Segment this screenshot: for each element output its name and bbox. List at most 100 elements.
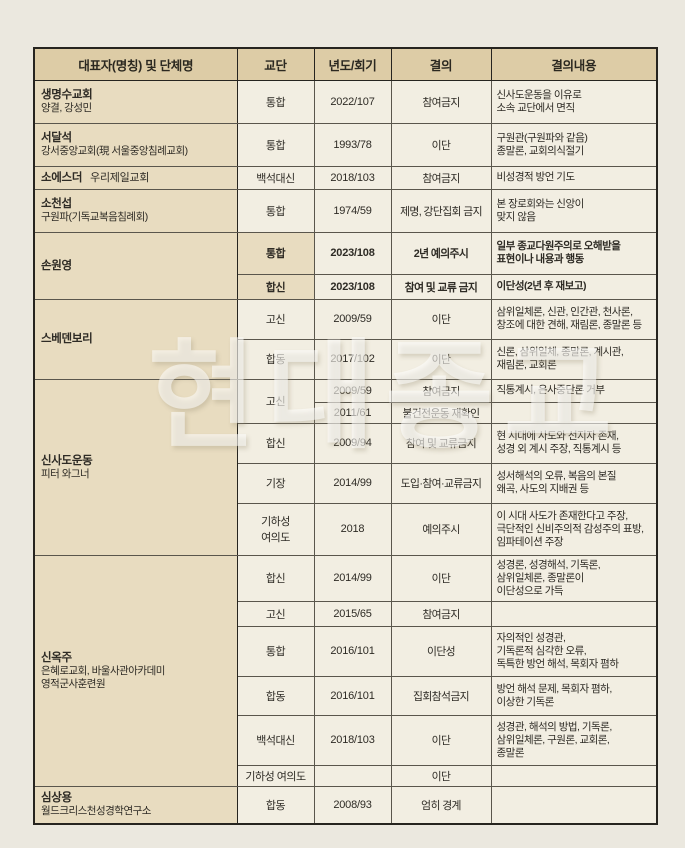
table-row: 합동 2017/102 이단 신론, 삼위일체, 종말론, 계시관, 재림론, 교회론 [34,338,658,380]
column-header: 결의내용 [490,47,658,81]
column-header: 교단 [236,47,315,81]
content-cell: 성경론, 성경해석, 기독론, 삼위일체론, 종말론이 이단성으로 가득 [490,554,658,602]
group-name: 소에스더 [41,171,83,184]
content-cell: 구원관(구원파와 같음) 종말론, 교회의식절기 [490,122,658,167]
table-row: 합신 2023/108 참여 및 교류 금지 이단성(2년 후 재보고) [34,273,658,300]
content-cell: 일부 종교다원주의로 오해받을 표현이나 내용과 행동 [490,231,658,275]
decision-cell: 제명, 강단집회 금지 [390,188,492,233]
group-name: 스베덴보리 [41,333,93,345]
denomination-cell: 합동 [236,338,315,380]
year-cell: 2022/107 [313,79,392,124]
denomination-cell: 고신 [236,298,315,340]
table-row: 고신 2015/65 참여금지 [34,600,658,627]
content-cell: 방언 해석 문제, 목회자 폄하, 이상한 기독론 [490,675,658,716]
year-cell: 1993/78 [313,122,392,167]
decision-cell: 이단 [390,122,492,167]
decision-cell: 2년 예의주시 [390,231,492,275]
group-body: 신사도운동 피터 와그너 고신 2009/59 참여금지 직통계시, 은사중단론 거부 20… [33,378,658,556]
decision-cell: 참여 및 교류금지 [390,422,492,464]
group-subtitle: 피터 와그너 [41,467,90,480]
group-name-cell: 심상용 월드크리스천성경학연구소 [33,785,238,825]
column-header: 대표자(명칭) 및 단체명 [33,47,238,81]
decision-cell: 불건전운동 재확인 [390,401,492,424]
denomination-cell: 백석대신 [236,165,315,190]
table-row: 심상용 월드크리스천성경학연구소 합동 2008/93 엄히 경계 [33,785,658,825]
group-body: 생명수교회 양결, 강성민 통합 2022/107 참여금지 신사도운동을 이유로 소속 … [33,79,658,124]
denomination-cell: 기하성 여의도 [236,502,315,556]
decision-cell: 이단 [390,298,492,340]
group-subtitle: 양결, 강성민 [41,102,92,114]
column-header: 결의 [390,47,492,81]
group-subtitle: 우리제일교회 [90,171,150,184]
decision-cell: 집회참석금지 [390,675,492,716]
group-subtitle: 강서중앙교회(現 서울중앙침례교회) [41,145,188,157]
denomination-cell: 백석대신 [236,714,315,766]
year-cell: 2014/99 [313,462,392,504]
decision-cell: 이단 [390,554,492,602]
decision-cell: 참여금지 [390,600,492,627]
year-cell: 2023/108 [313,231,392,275]
decision-cell: 참여 및 교류 금지 [390,273,492,300]
group-name: 손원영 [41,259,72,272]
content-cell: 신론, 삼위일체, 종말론, 계시관, 재림론, 교회론 [490,338,658,380]
group-subtitle: 구원파(기독교복음침례회) [41,211,148,223]
content-cell: 성서해석의 오류, 복음의 본질 왜곡, 사도의 지배권 등 [490,462,658,504]
table-row: 서달석 강서중앙교회(現 서울중앙침례교회) 통합 1993/78 이단 구원관(구원파와… [33,122,658,167]
group-body: 스베덴보리 고신 2009/59 이단 삼위일체론, 신관, 인간관, 천사론, 창조에… [33,298,658,380]
table-row: 합동 2016/101 집회참석금지 방언 해석 문제, 목회자 폄하, 이상한 기독… [34,675,658,716]
group-name-cell: 신사도운동 피터 와그너 [33,378,238,556]
table-row: 소에스더 우리제일교회 백석대신 2018/103 참여금지 비성경적 방언 기도 [33,165,658,190]
group-body: 서달석 강서중앙교회(現 서울중앙침례교회) 통합 1993/78 이단 구원관(구원파와… [33,122,658,167]
year-cell [313,764,392,787]
content-cell: 현 시대에 사도와 선지자 존재, 성경 외 계시 주장, 직통계시 등 [490,422,658,464]
content-cell [490,764,658,787]
group-name-cell: 소에스더 우리제일교회 [33,165,238,190]
group-name-cell: 서달석 강서중앙교회(現 서울중앙침례교회) [33,122,238,167]
year-cell: 2015/65 [313,600,392,627]
group-subtitle: 월드크리스천성경학연구소 [41,805,151,818]
decision-cell: 예의주시 [390,502,492,556]
decision-cell: 참여금지 [390,378,492,403]
denomination-cell: 기하성 여의도 [236,764,315,787]
decision-cell: 이단 [390,764,492,787]
content-cell: 성경관, 해석의 방법, 기독론, 삼위일체론, 구원론, 교회론, 종말론 [490,714,658,766]
year-cell: 2018 [313,502,392,556]
denomination-cell: 고신 [236,378,315,424]
denomination-cell: 합동 [236,785,315,825]
year-cell: 2023/108 [313,273,392,300]
group-name: 소천섭 [41,198,72,210]
denomination-cell: 고신 [236,600,315,627]
content-cell: 비성경적 방언 기도 [490,165,658,190]
year-cell: 2009/59 [313,298,392,340]
content-cell [490,401,658,424]
group-name: 신옥주 [41,651,72,664]
group-name-cell: 소천섭 구원파(기독교복음침례회) [33,188,238,233]
decision-cell: 도입·참여·교류금지 [390,462,492,504]
denomination-cell: 통합 [236,188,315,233]
decision-cell: 참여금지 [390,79,492,124]
group-body: 손원영 통합 2023/108 2년 예의주시 일부 종교다원주의로 오해받을 표현이나… [33,231,658,300]
content-cell: 신사도운동을 이유로 소속 교단에서 면직 [490,79,658,124]
year-cell: 2018/103 [313,165,392,190]
year-cell: 2009/94 [313,422,392,464]
table-row: 통합 2016/101 이단성 자의적인 성경관, 기독론적 심각한 오류, 독특한 … [34,625,658,677]
denomination-cell: 기장 [236,462,315,504]
group-body: 신옥주 은혜로교회, 바울사관아카데미 영적군사훈련원 합신 2014/99 이단 성경론… [33,554,658,787]
group-name-cell: 스베덴보리 [33,298,238,380]
denomination-cell: 합동 [236,675,315,716]
decision-cell: 이단 [390,338,492,380]
column-header: 년도/회기 [313,47,392,81]
denomination-cell: 통합 [236,122,315,167]
content-cell: 자의적인 성경관, 기독론적 심각한 오류, 독특한 방언 해석, 목회자 폄하 [490,625,658,677]
decision-cell: 이단성 [390,625,492,677]
table-row: 스베덴보리 고신 2009/59 이단 삼위일체론, 신관, 인간관, 천사론, 창조에… [33,298,658,380]
group-body: 소에스더 우리제일교회 백석대신 2018/103 참여금지 비성경적 방언 기도 [33,165,658,190]
group-name-cell: 신옥주 은혜로교회, 바울사관아카데미 영적군사훈련원 [33,554,238,787]
year-cell: 1974/59 [313,188,392,233]
table-row: 합신 2009/94 참여 및 교류금지 현 시대에 사도와 선지자 존재, 성경 외… [34,422,658,464]
denomination-cell: 합신 [236,273,315,300]
table-row: 신옥주 은혜로교회, 바울사관아카데미 영적군사훈련원 합신 2014/99 이단 성경론… [33,554,658,787]
group-body: 소천섭 구원파(기독교복음침례회) 통합 1974/59 제명, 강단집회 금지 본 장로… [33,188,658,233]
denomination-cell: 합신 [236,554,315,602]
